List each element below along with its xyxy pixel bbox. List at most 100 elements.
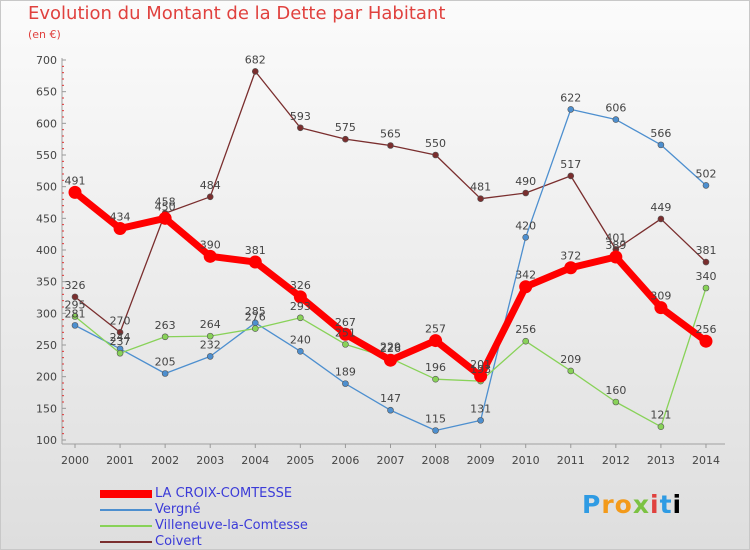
series-point	[702, 258, 710, 266]
data-label: 389	[605, 239, 626, 252]
series-point	[567, 172, 575, 180]
series-point	[522, 337, 530, 345]
series-point	[293, 290, 307, 304]
data-label: 205	[155, 356, 176, 369]
series-point	[702, 284, 710, 292]
data-label: 381	[695, 244, 716, 257]
series-point	[206, 193, 214, 201]
data-label: 622	[560, 91, 581, 104]
y-tick-label: 450	[36, 212, 57, 225]
x-tick-label: 2013	[647, 454, 675, 467]
data-label: 251	[335, 326, 356, 339]
data-label: 264	[200, 318, 221, 331]
series-point	[567, 367, 575, 375]
data-label: 121	[650, 409, 671, 422]
series-point	[71, 293, 79, 301]
data-label: 293	[290, 300, 311, 313]
y-tick-label: 250	[36, 339, 57, 352]
data-label: 340	[695, 270, 716, 283]
series-point	[564, 261, 578, 275]
data-label: 295	[65, 299, 86, 312]
proxiti-logo: Proxiti	[582, 490, 683, 519]
data-label: 420	[515, 219, 536, 232]
y-tick-label: 600	[36, 117, 57, 130]
series-point	[383, 353, 397, 367]
x-tick-label: 2009	[467, 454, 495, 467]
y-tick-label: 350	[36, 276, 57, 289]
series-point	[429, 334, 443, 348]
x-tick-label: 2003	[196, 454, 224, 467]
series-point	[519, 280, 533, 294]
x-tick-label: 2000	[61, 454, 89, 467]
series-point	[342, 135, 349, 143]
data-label: 450	[155, 200, 176, 213]
x-tick-label: 2001	[106, 454, 134, 467]
series-point	[161, 333, 169, 341]
legend-swatch	[100, 490, 152, 498]
data-label: 566	[650, 127, 671, 140]
series-point	[206, 332, 214, 340]
legend-label: Vergné	[155, 502, 201, 517]
data-label: 209	[560, 353, 581, 366]
data-label: 281	[65, 307, 86, 320]
y-tick-label: 300	[36, 307, 57, 320]
x-tick-label: 2002	[151, 454, 179, 467]
data-label: 285	[245, 305, 266, 318]
series-point	[612, 116, 620, 123]
data-label: 160	[605, 384, 626, 397]
series-point	[702, 182, 710, 189]
x-tick-label: 2011	[557, 454, 585, 467]
data-label: 342	[515, 269, 536, 282]
series-point	[657, 423, 665, 431]
series-point	[342, 380, 349, 387]
series-point	[522, 234, 530, 241]
data-label: 326	[290, 279, 311, 292]
x-tick-label: 2008	[422, 454, 450, 467]
series-line-1	[74, 108, 707, 432]
data-label: 550	[425, 137, 446, 150]
series-point	[477, 417, 484, 424]
data-label: 263	[155, 319, 176, 332]
data-label: 201	[470, 358, 491, 371]
series-point	[609, 250, 623, 264]
data-label: 256	[695, 323, 716, 336]
series-point	[71, 322, 79, 329]
data-label: 189	[335, 366, 356, 379]
series-point	[251, 68, 259, 75]
data-label: 131	[470, 402, 491, 415]
data-label: 593	[290, 110, 311, 123]
series-point	[432, 375, 439, 383]
series-point	[68, 185, 82, 199]
chart-title: Evolution du Montant de la Dette par Hab…	[28, 3, 446, 24]
data-label: 237	[110, 335, 131, 348]
x-tick-label: 2007	[376, 454, 404, 467]
series-point	[297, 348, 304, 355]
data-label: 490	[515, 175, 536, 188]
x-tick-label: 2005	[286, 454, 314, 467]
series-point	[203, 249, 217, 263]
chart-unit-label: (en €)	[28, 28, 61, 41]
series-point	[251, 325, 259, 332]
data-label: 449	[650, 201, 671, 214]
data-label: 276	[245, 311, 266, 324]
series-point	[342, 341, 349, 348]
series-point	[387, 142, 394, 149]
data-label: 257	[425, 323, 446, 336]
data-label: 458	[155, 195, 176, 208]
x-tick-label: 2012	[602, 454, 630, 467]
series-point	[432, 427, 439, 434]
data-label: 390	[200, 238, 221, 251]
y-tick-label: 500	[36, 181, 57, 194]
series-point	[71, 313, 79, 320]
series-point	[297, 124, 304, 132]
data-label: 491	[65, 174, 86, 187]
series-point	[297, 314, 304, 322]
x-tick-label: 2014	[692, 454, 720, 467]
x-tick-label: 2004	[241, 454, 269, 467]
data-label: 606	[605, 102, 626, 115]
y-tick-label: 400	[36, 244, 57, 257]
data-label: 270	[110, 314, 131, 327]
data-label: 196	[425, 361, 446, 374]
